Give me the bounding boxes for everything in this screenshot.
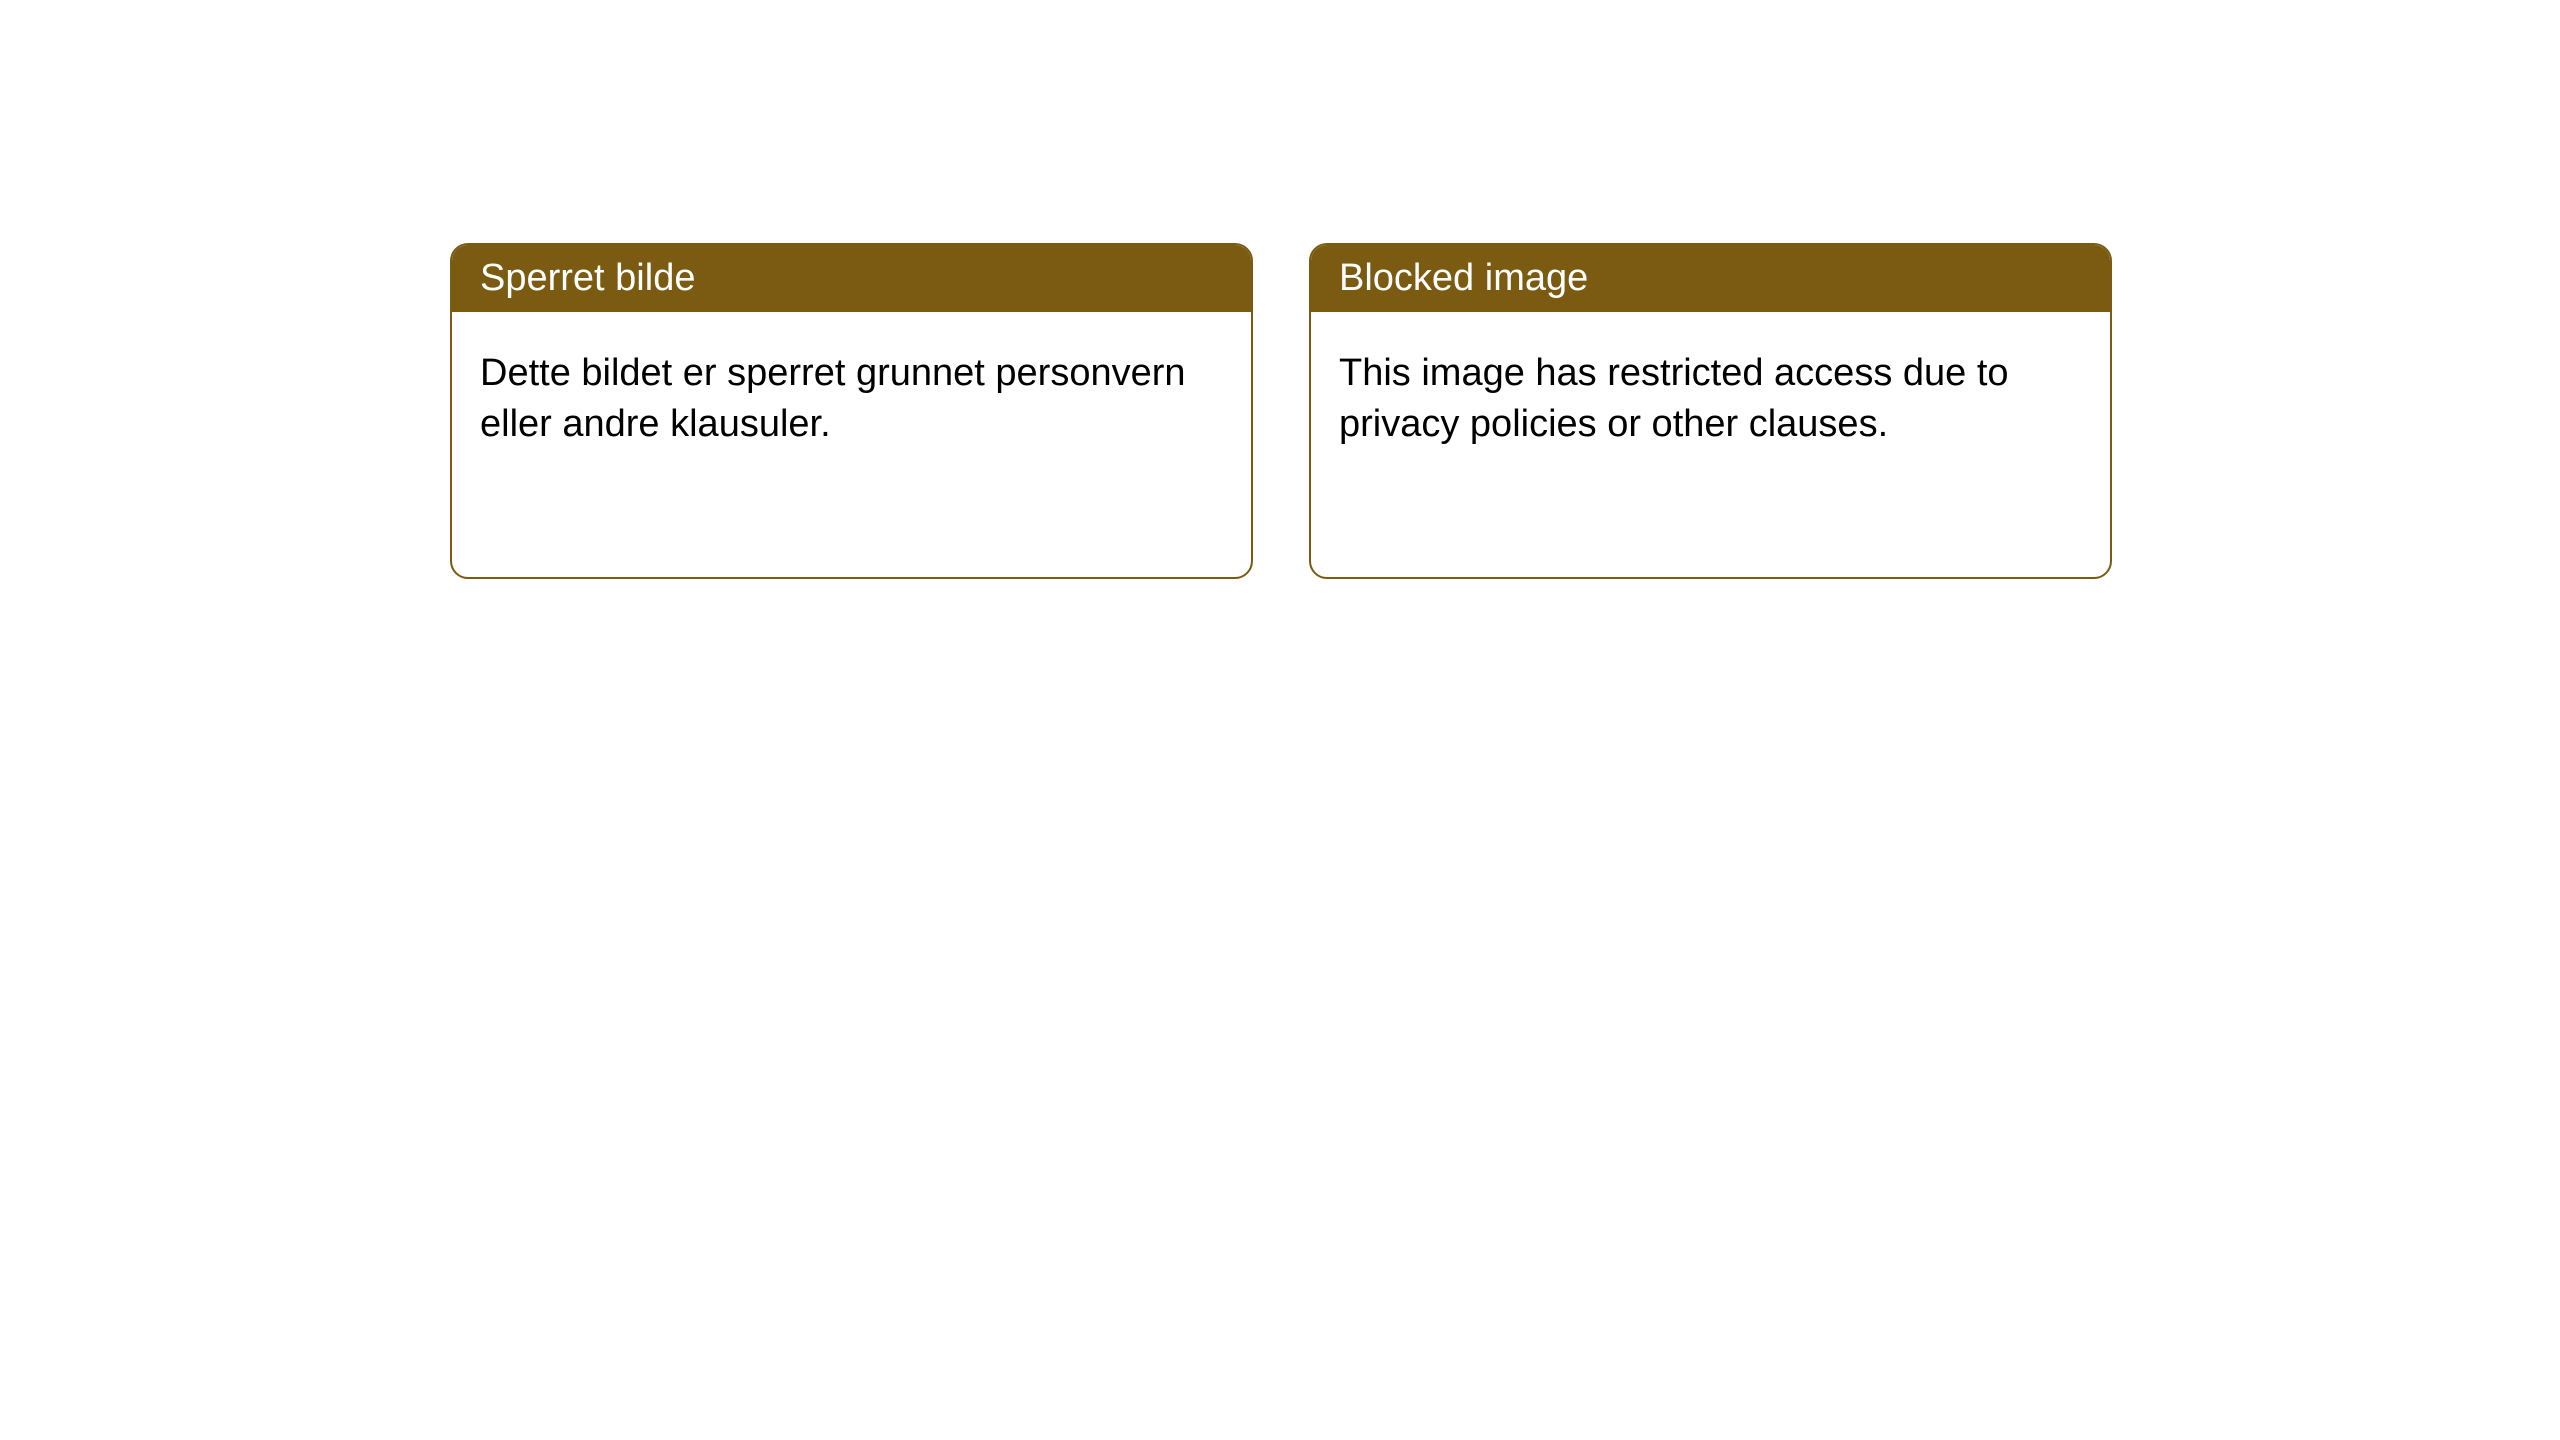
card-header: Sperret bilde: [452, 245, 1251, 312]
card-body-text: Dette bildet er sperret grunnet personve…: [480, 352, 1186, 445]
card-header: Blocked image: [1311, 245, 2110, 312]
card-title: Blocked image: [1339, 257, 1588, 299]
notice-container: Sperret bilde Dette bildet er sperret gr…: [0, 0, 2560, 579]
card-body-text: This image has restricted access due to …: [1339, 352, 2009, 445]
notice-card-norwegian: Sperret bilde Dette bildet er sperret gr…: [450, 243, 1253, 579]
card-body: This image has restricted access due to …: [1311, 312, 2110, 487]
notice-card-english: Blocked image This image has restricted …: [1309, 243, 2112, 579]
card-title: Sperret bilde: [480, 257, 695, 299]
card-body: Dette bildet er sperret grunnet personve…: [452, 312, 1251, 487]
